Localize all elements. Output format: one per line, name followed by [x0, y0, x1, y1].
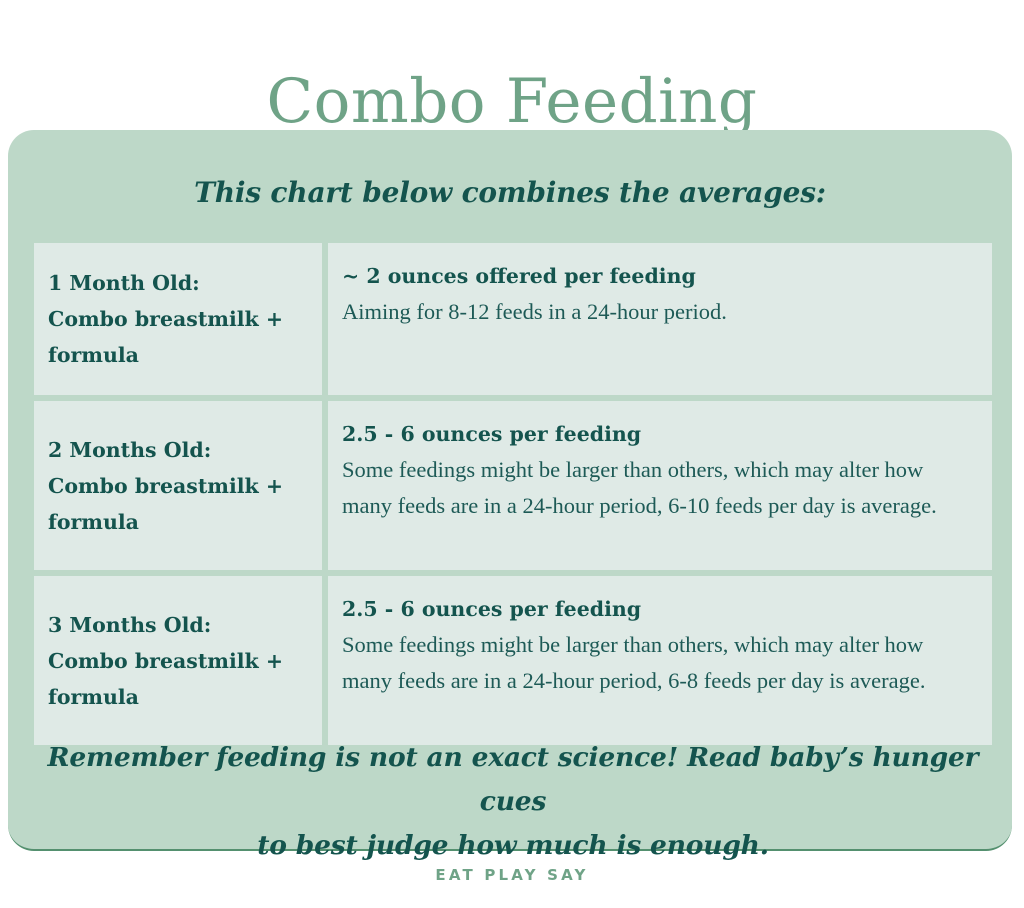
- card-footnote: Remember feeding is not an exact science…: [34, 736, 992, 868]
- table-cell-detail: ~ 2 ounces offered per feeding Aiming fo…: [328, 243, 992, 395]
- card-subtitle: This chart below combines the averages:: [194, 176, 826, 209]
- detail-text: Some feedings might be larger than other…: [342, 457, 937, 518]
- footnote-line-2: to best judge how much is enough.: [257, 830, 769, 861]
- table-cell-detail: 2.5 - 6 ounces per feeding Some feedings…: [328, 401, 992, 570]
- feeding-chart-card: This chart below combines the averages: …: [8, 130, 1012, 861]
- detail-text: Some feedings might be larger than other…: [342, 632, 926, 693]
- table-cell-age: 2 Months Old: Combo breastmilk + formula: [34, 401, 322, 570]
- table-cell-age: 3 Months Old: Combo breastmilk + formula: [34, 576, 322, 745]
- page-title: Combo Feeding: [266, 65, 758, 137]
- table-cell-age: 1 Month Old: Combo breastmilk + formula: [34, 243, 322, 395]
- amount-label: 2.5 - 6 ounces per feeding: [342, 597, 642, 621]
- amount-label: 2.5 - 6 ounces per feeding: [342, 422, 642, 446]
- brand-wordmark: EAT PLAY SAY: [435, 866, 589, 884]
- table-cell-detail: 2.5 - 6 ounces per feeding Some feedings…: [328, 576, 992, 745]
- table-row: 2 Months Old: Combo breastmilk + formula …: [34, 401, 992, 570]
- amount-label: ~ 2 ounces offered per feeding: [342, 264, 696, 288]
- age-label: 2 Months Old: Combo breastmilk + formula: [48, 437, 284, 534]
- age-label: 1 Month Old: Combo breastmilk + formula: [48, 271, 284, 367]
- footnote-line-1: Remember feeding is not an exact science…: [47, 742, 979, 817]
- detail-text: Aiming for 8-12 feeds in a 24-hour perio…: [342, 299, 727, 324]
- feeding-table: 1 Month Old: Combo breastmilk + formula ~…: [34, 243, 992, 745]
- age-label: 3 Months Old: Combo breastmilk + formula: [48, 612, 284, 709]
- table-row: 3 Months Old: Combo breastmilk + formula …: [34, 576, 992, 745]
- table-row: 1 Month Old: Combo breastmilk + formula ~…: [34, 243, 992, 395]
